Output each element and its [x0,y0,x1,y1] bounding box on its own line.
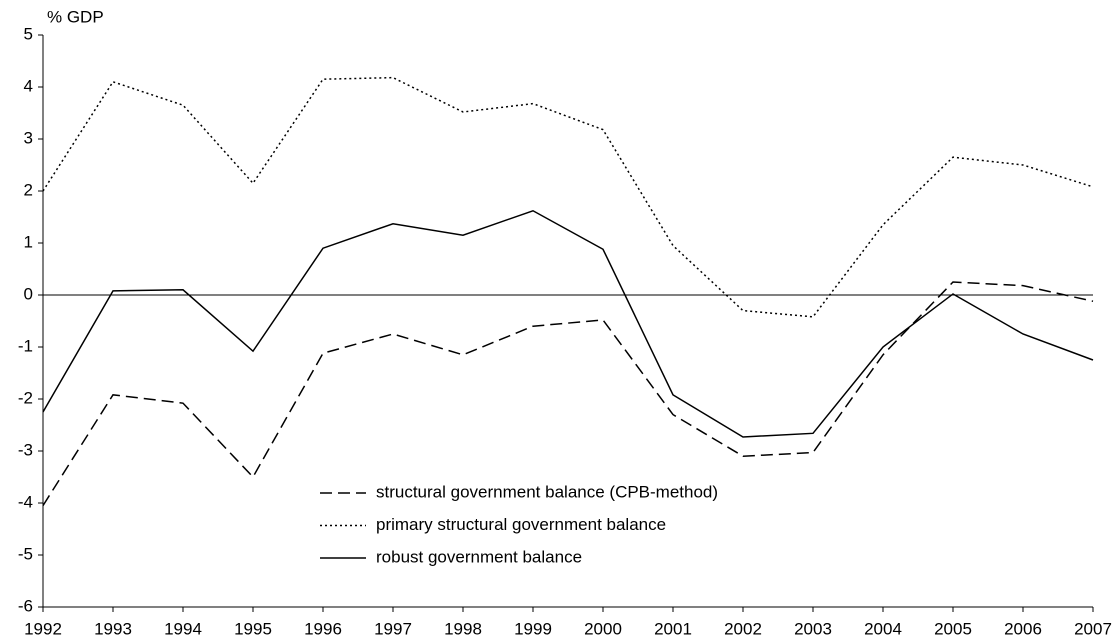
y-tick-label: -4 [18,492,33,511]
x-tick-label: 2002 [724,619,762,638]
legend-label: structural government balance (CPB-metho… [376,482,718,501]
y-tick-label: 2 [24,180,33,199]
x-tick-label: 1995 [234,619,272,638]
y-tick-label: -6 [18,596,33,615]
x-tick-label: 2000 [584,619,622,638]
y-tick-label: 1 [24,232,33,251]
legend-label: robust government balance [376,547,582,566]
y-axis-label: % GDP [47,7,104,26]
x-tick-label: 2007 [1074,619,1112,638]
y-tick-label: -3 [18,440,33,459]
legend-label: primary structural government balance [376,515,666,534]
x-tick-label: 2004 [864,619,902,638]
x-tick-label: 1999 [514,619,552,638]
x-tick-label: 1997 [374,619,412,638]
series-line [42,209,1094,438]
x-tick-label: 2003 [794,619,832,638]
series-line [42,76,1094,318]
x-tick-label: 1994 [164,619,202,638]
x-tick-label: 1996 [304,619,342,638]
y-tick-label: -5 [18,544,33,563]
x-tick-label: 1993 [94,619,132,638]
y-tick-label: 4 [24,76,33,95]
x-tick-label: 1998 [444,619,482,638]
y-tick-label: -2 [18,388,33,407]
y-tick-label: -1 [18,336,33,355]
x-tick-label: 1992 [24,619,62,638]
x-tick-label: 2006 [1004,619,1042,638]
y-tick-label: 3 [24,128,33,147]
y-tick-label: 0 [24,284,33,303]
series-line [42,281,1094,507]
y-tick-label: 5 [24,24,33,43]
x-tick-label: 2001 [654,619,692,638]
x-tick-label: 2005 [934,619,972,638]
